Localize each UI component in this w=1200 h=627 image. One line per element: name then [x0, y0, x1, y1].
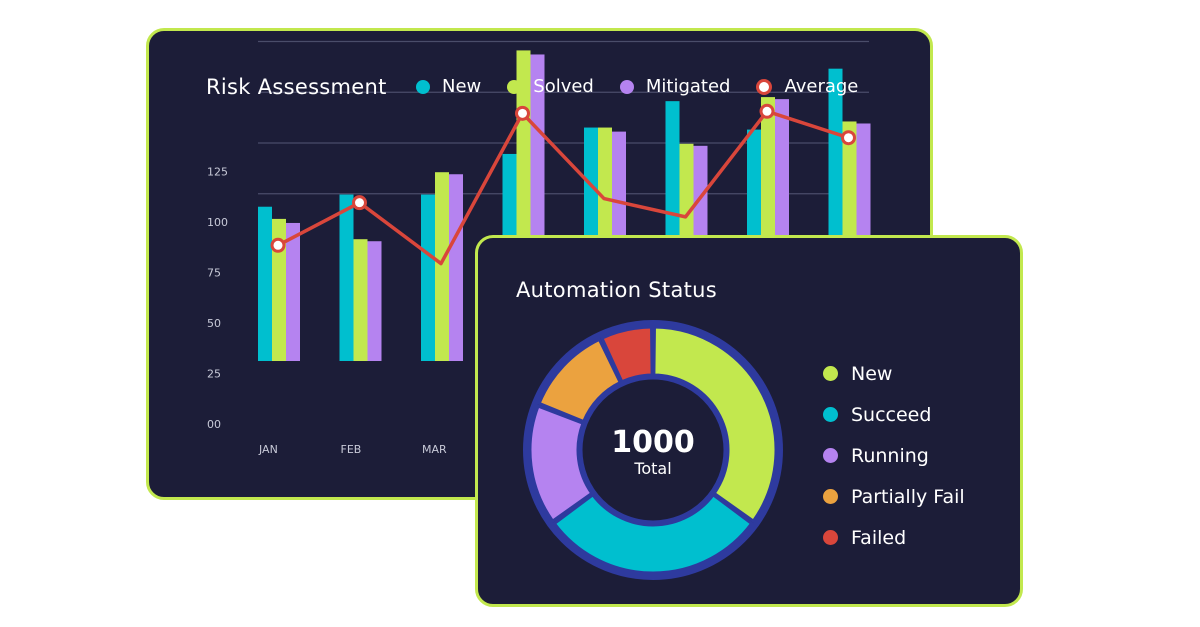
donut-legend-item-failed[interactable]: Failed — [823, 517, 965, 558]
legend-label: New — [851, 362, 893, 385]
average-point — [841, 130, 856, 146]
y-tick-label: 125 — [207, 166, 228, 179]
bar-mitigated — [367, 241, 382, 361]
donut-center: 1000 Total — [573, 426, 733, 478]
bar-new — [421, 194, 435, 361]
x-tick-label: MAR — [422, 443, 447, 456]
legend-label: Succeed — [851, 403, 932, 426]
legend-item-solved[interactable]: Solved — [507, 76, 594, 97]
legend-dot-icon — [823, 489, 838, 504]
bar-solved — [353, 239, 368, 361]
donut-legend-item-running[interactable]: Running — [823, 435, 965, 476]
legend-label: Partially Fail — [851, 485, 965, 508]
donut-legend-item-new[interactable]: New — [823, 353, 965, 394]
average-point — [515, 105, 530, 121]
legend-label: New — [442, 76, 482, 97]
legend-label: Running — [851, 444, 929, 467]
bar-new — [258, 206, 272, 361]
legend-label: Average — [784, 76, 859, 97]
donut-inner-ring — [577, 374, 729, 526]
automation-status-card: Automation Status 1000 Total New Succeed… — [475, 235, 1023, 607]
legend-ring-icon — [756, 78, 773, 95]
x-tick-label: FEB — [341, 443, 362, 456]
y-tick-label: 100 — [207, 216, 228, 229]
automation-donut-chart — [523, 320, 783, 580]
legend-label: Solved — [533, 76, 594, 97]
legend-item-new[interactable]: New — [416, 76, 481, 97]
risk-chart-title: Risk Assessment — [206, 75, 387, 99]
legend-dot-icon — [823, 366, 838, 381]
x-tick-label: JAN — [258, 443, 278, 456]
donut-total-label: Total — [634, 459, 672, 478]
legend-dot-icon — [416, 79, 430, 94]
legend-dot-icon — [507, 79, 522, 94]
bar-mitigated — [286, 222, 300, 361]
average-point — [759, 103, 775, 119]
donut-outer-ring — [523, 320, 783, 580]
legend-label: Mitigated — [645, 76, 731, 97]
donut-legend: New Succeed Running Partially Fail Faile… — [823, 353, 965, 558]
bar-solved — [435, 172, 449, 361]
y-tick-label: 50 — [207, 317, 221, 330]
legend-label: Failed — [851, 526, 907, 549]
average-point — [270, 237, 286, 253]
donut-legend-item-succeed[interactable]: Succeed — [823, 394, 965, 435]
legend-item-average[interactable]: Average — [756, 76, 858, 97]
legend-dot-icon — [823, 530, 838, 545]
bar-new — [339, 194, 354, 361]
bar-mitigated — [449, 174, 463, 361]
risk-chart-legend: New Solved Mitigated Average — [416, 76, 884, 97]
legend-dot-icon — [823, 407, 838, 422]
legend-dot-icon — [823, 448, 838, 463]
bar-solved — [272, 218, 286, 361]
legend-dot-icon — [619, 79, 634, 94]
y-tick-label: 00 — [207, 418, 221, 431]
donut-legend-item-partially-fail[interactable]: Partially Fail — [823, 476, 965, 517]
average-point — [352, 195, 367, 211]
average-line — [277, 109, 850, 266]
donut-total-value: 1000 — [611, 425, 695, 460]
legend-item-mitigated[interactable]: Mitigated — [619, 76, 731, 97]
y-tick-label: 75 — [207, 267, 221, 280]
y-tick-label: 25 — [207, 368, 221, 381]
automation-chart-title: Automation Status — [516, 278, 718, 302]
